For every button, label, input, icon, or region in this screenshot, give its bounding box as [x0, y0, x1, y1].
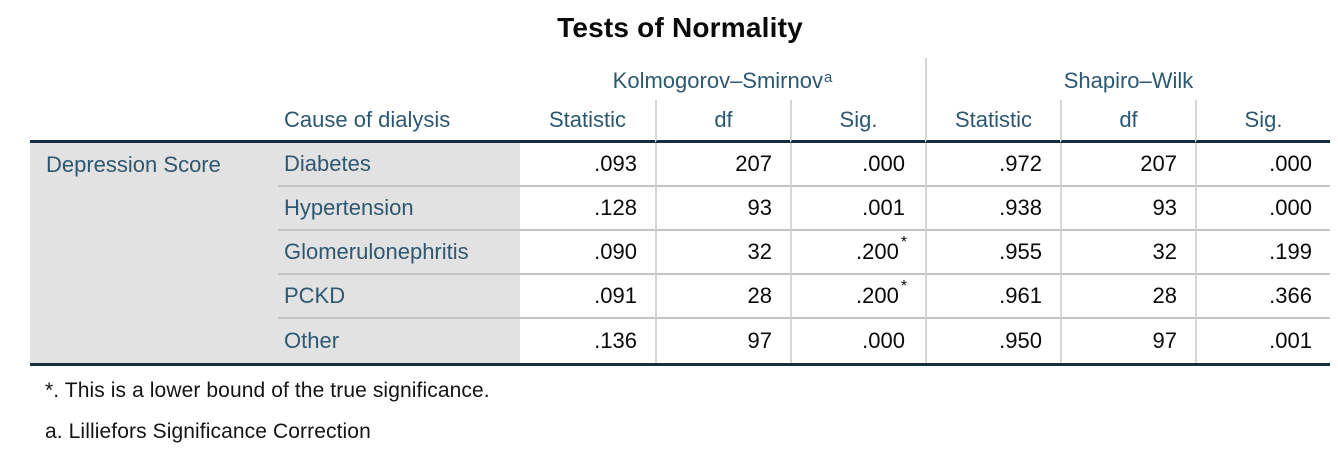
- sw-sig-value: .000: [1195, 143, 1330, 187]
- sw-df-value: 28: [1060, 275, 1195, 319]
- sw-sig-value: .000: [1195, 187, 1330, 231]
- ks-sig-value: .001: [790, 187, 925, 231]
- sw-sig-value: .366: [1195, 275, 1330, 319]
- ks-sig-value: .000: [790, 143, 925, 187]
- sw-statistic-value: .950: [925, 319, 1060, 363]
- ks-sig-number: .000: [862, 328, 905, 353]
- variable-label-depression-score: Depression Score: [30, 143, 278, 363]
- corner-spacer: [30, 58, 278, 143]
- ks-statistic-value: .136: [594, 328, 637, 353]
- sw-df-value: 32: [1060, 231, 1195, 275]
- footnote-lilliefors: a. Lilliefors Significance Correction: [45, 420, 371, 443]
- ks-sig-number: .001: [862, 195, 905, 220]
- sw-df-header: df: [1060, 100, 1195, 143]
- kolmogorov-smirnov-group-header: Kolmogorov–Smirnov a: [520, 58, 925, 100]
- shapiro-wilk-label: Shapiro–Wilk: [1063, 68, 1194, 93]
- ks-sig-value: .200 *: [790, 275, 925, 319]
- ks-statistic-header: Statistic: [520, 100, 655, 143]
- sw-sig-header: Sig.: [1195, 100, 1330, 143]
- cause-cell: PCKD: [278, 275, 520, 319]
- sw-statistic-value: .938: [925, 187, 1060, 231]
- table-footnotes: *. This is a lower bound of the true sig…: [45, 379, 1338, 444]
- sw-statistic-header: Statistic: [925, 100, 1060, 143]
- ks-sig-header: Sig.: [790, 100, 925, 143]
- group-header-spacer: [278, 58, 520, 100]
- ks-statistic-value: .128: [520, 187, 655, 231]
- footnote-a-marker: a: [823, 68, 833, 86]
- normality-table: Kolmogorov–Smirnov a Shapiro–Wilk Cause o…: [30, 58, 1330, 366]
- sw-df-value: 207: [1060, 143, 1195, 187]
- ks-statistic-value: .093: [520, 143, 655, 187]
- ks-sig-value: .200 *: [790, 231, 925, 275]
- footnote-lower-bound: *. This is a lower bound of the true sig…: [45, 379, 490, 402]
- shapiro-wilk-group-header: Shapiro–Wilk: [925, 58, 1330, 100]
- sw-sig-value: .001: [1195, 319, 1330, 363]
- ks-df-header: df: [655, 100, 790, 143]
- ks-df-value: 93: [655, 187, 790, 231]
- ks-statistic-value: .090: [520, 231, 655, 275]
- ks-df-value: 32: [655, 231, 790, 275]
- lower-bound-star: *: [900, 278, 907, 296]
- sw-statistic-value: .961: [925, 275, 1060, 319]
- cause-cell: Other: [278, 319, 520, 363]
- sw-statistic-value: .972: [925, 143, 1060, 187]
- sw-sig-value: .199: [1195, 231, 1330, 275]
- ks-statistic-value: .091: [520, 275, 655, 319]
- cause-cell: Glomerulonephritis: [278, 231, 520, 275]
- sw-df-value: 93: [1060, 187, 1195, 231]
- ks-df-value: 28: [655, 275, 790, 319]
- ks-sig-value: .000: [790, 319, 925, 363]
- ks-sig-number: .200: [856, 239, 899, 264]
- ks-df-value: 207: [655, 143, 790, 187]
- table-title: Tests of Normality: [557, 12, 803, 43]
- ks-sig-number: .000: [862, 151, 905, 176]
- lower-bound-star: *: [900, 234, 907, 252]
- ks-sig-number: .200: [856, 283, 899, 308]
- sw-statistic-value: .955: [925, 231, 1060, 275]
- cause-of-dialysis-header: Cause of dialysis: [278, 100, 520, 143]
- cause-cell: Hypertension: [278, 187, 520, 231]
- sw-df-value: 97: [1060, 319, 1195, 363]
- ks-df-value: 97: [655, 319, 790, 363]
- kolmogorov-smirnov-label: Kolmogorov–Smirnov: [612, 68, 823, 93]
- cause-cell: Diabetes: [278, 143, 520, 187]
